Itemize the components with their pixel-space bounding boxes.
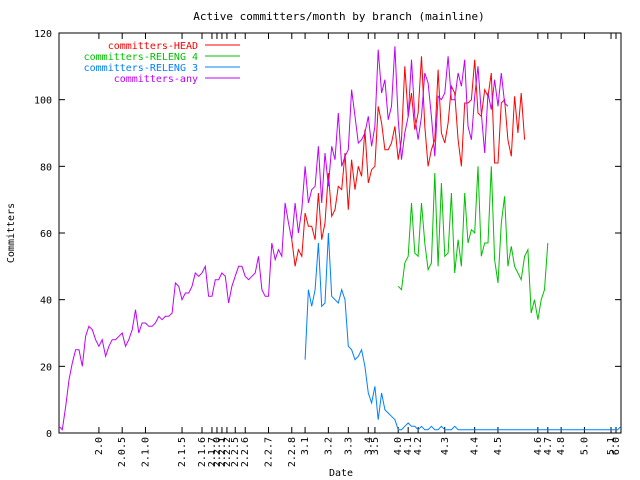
x-tick-label: 2.1.7 (207, 437, 218, 467)
x-tick-label: 2.0 (94, 437, 105, 455)
legend-label: committers-HEAD (108, 41, 198, 52)
y-tick-label: 100 (34, 96, 52, 107)
x-tick-label: 4.4 (470, 437, 481, 455)
x-tick-label: 2.1.6 (197, 437, 208, 467)
y-tick-label: 80 (40, 162, 52, 173)
y-tick-label: 0 (46, 429, 52, 440)
series-line-committers-head (291, 56, 526, 267)
x-tick-label: 2.2.5 (230, 437, 241, 467)
x-axis-label: Date (329, 468, 353, 479)
series-layer (58, 46, 622, 431)
plot-frame (58, 32, 622, 434)
legend-label: committers-RELENG 3 (84, 63, 198, 74)
x-tick-label: 4.1 (403, 437, 414, 455)
x-tick-label: 6.0 (611, 437, 622, 455)
x-tick-label: 2.1.5 (177, 437, 188, 467)
x-tick-label: 4.3 (440, 437, 451, 455)
y-tick-label: 20 (40, 362, 52, 373)
legend-label: committers-any (114, 74, 198, 85)
x-tick-label: 4.2 (413, 437, 424, 455)
x-tick-label: 3.5 (370, 437, 381, 455)
x-tick-label: 2.2.8 (287, 437, 298, 467)
y-tick-label: 60 (40, 229, 52, 240)
x-tick-label: 2.2.2 (222, 437, 233, 467)
x-tick-label: 3.3 (343, 437, 354, 455)
plot-border (58, 32, 622, 434)
x-axis: 2.0 2.0.5 2.1.0 2.1.5 2.1.62.1.72.2.02.2.12.… (94, 33, 622, 467)
x-tick-label: 2.1.0 (140, 437, 151, 467)
x-tick-label: 4.0 (393, 437, 404, 455)
x-tick-label: 2.2.7 (264, 437, 275, 467)
x-tick-label: 4.5 (493, 437, 504, 455)
x-tick-label: 3.2 (323, 437, 334, 455)
x-tick-label: 2.2.6 (240, 437, 251, 467)
y-axis: 0 20 40 60 80 100 120 (34, 29, 621, 440)
x-tick-label: 5.1 (606, 437, 617, 455)
x-tick-label: 4.7 (543, 437, 554, 455)
chart-title: Active committers/month by branch (mainl… (193, 10, 484, 23)
y-tick-label: 40 (40, 296, 52, 307)
series-line-committers-releng-3 (304, 232, 622, 431)
legend-label: committers-RELENG 4 (84, 52, 198, 63)
y-tick-label: 120 (34, 29, 52, 40)
y-axis-label: Committers (6, 203, 17, 263)
x-tick-label: 5.0 (579, 437, 590, 455)
x-tick-label: 2.2.1 (217, 437, 228, 467)
x-tick-label: 2.0.5 (117, 437, 128, 467)
series-line-committers-any (58, 46, 509, 431)
x-tick-label: 3.4 (363, 437, 374, 455)
x-tick-label: 3.1 (300, 437, 311, 455)
x-tick-label: 2.2.0 (212, 437, 223, 467)
x-tick-label: 4.6 (533, 437, 544, 455)
x-tick-label: 4.8 (556, 437, 567, 455)
series-line-committers-releng-4 (397, 166, 549, 320)
